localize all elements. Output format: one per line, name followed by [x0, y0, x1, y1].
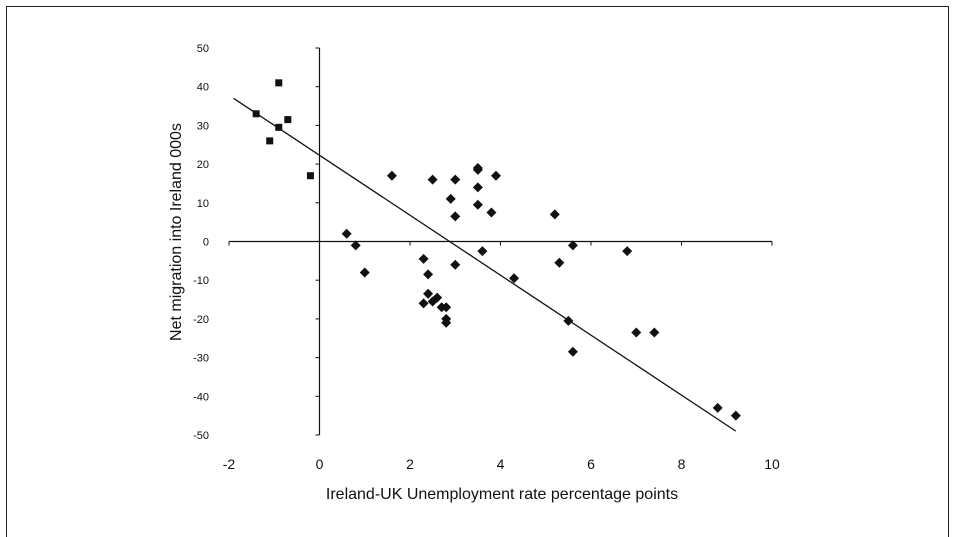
x-tick-label: 6 [587, 456, 595, 472]
diamond-marker [649, 327, 660, 338]
diamond-marker [341, 228, 352, 239]
chart-frame [6, 6, 949, 537]
diamond-marker [427, 174, 438, 185]
y-tick-label: 10 [197, 198, 209, 210]
x-tick-label: 4 [497, 456, 505, 472]
diamond-marker [418, 253, 429, 264]
x-tick-label: 10 [764, 456, 780, 472]
trendline [233, 97, 737, 432]
y-tick-label: 40 [197, 82, 209, 94]
diamond-marker [631, 327, 642, 338]
diamond-marker [554, 257, 565, 268]
x-tick-label: 2 [406, 456, 414, 472]
diamond-marker [350, 240, 361, 251]
diamond-marker [622, 246, 633, 257]
y-tick-label: -10 [193, 275, 209, 287]
diamond-marker [359, 267, 370, 278]
y-tick-label: -20 [193, 314, 209, 326]
data-points [252, 79, 741, 421]
x-tick-label: 8 [678, 456, 686, 472]
diamond-marker [567, 346, 578, 357]
y-tick-label: 20 [197, 159, 209, 171]
diamond-marker [490, 170, 501, 181]
y-tick-label: -40 [193, 391, 209, 403]
y-tick-label: -50 [193, 430, 209, 442]
diamond-marker [712, 402, 723, 413]
diamond-marker [730, 410, 741, 421]
diamond-marker [472, 162, 483, 173]
axes [228, 47, 773, 436]
diamond-marker [472, 182, 483, 193]
diamond-marker [563, 315, 574, 326]
square-marker [284, 116, 292, 124]
diamond-marker [441, 317, 452, 328]
diamond-marker [418, 298, 429, 309]
x-tick-label: -2 [223, 456, 236, 472]
diamond-marker [509, 273, 520, 284]
diamond-marker [386, 170, 397, 181]
square-marker [306, 172, 314, 180]
square-marker [275, 79, 283, 87]
x-tick-label: 0 [316, 456, 324, 472]
square-marker [266, 137, 274, 145]
square-marker [275, 123, 283, 131]
y-axis-title: Net migration into Ireland 000s [168, 123, 185, 341]
regression-line [233, 97, 737, 432]
diamond-marker [423, 288, 434, 299]
diamond-marker [441, 302, 452, 313]
square-marker [252, 110, 260, 118]
diamond-marker [423, 269, 434, 280]
diamond-marker [549, 209, 560, 220]
diamond-marker [450, 211, 461, 222]
diamond-marker [445, 193, 456, 204]
y-tick-label: 0 [203, 237, 209, 249]
y-tick-label: 30 [197, 120, 209, 132]
x-tick-labels: -2 0 2 4 6 8 10 [223, 456, 780, 472]
y-tick-label: -30 [193, 353, 209, 365]
diamond-marker [472, 199, 483, 210]
diamond-marker [477, 246, 488, 257]
x-axis-title: Ireland-UK Unemployment rate percentage … [326, 486, 678, 503]
y-tick-labels: 50 40 30 20 10 0 -10 -20 -30 -40 -50 [193, 43, 209, 442]
diamond-marker [486, 207, 497, 218]
y-tick-label: 50 [197, 43, 209, 55]
diamond-marker [427, 296, 438, 307]
diamond-marker [450, 259, 461, 270]
diamond-marker [450, 174, 461, 185]
diamond-marker [567, 240, 578, 251]
